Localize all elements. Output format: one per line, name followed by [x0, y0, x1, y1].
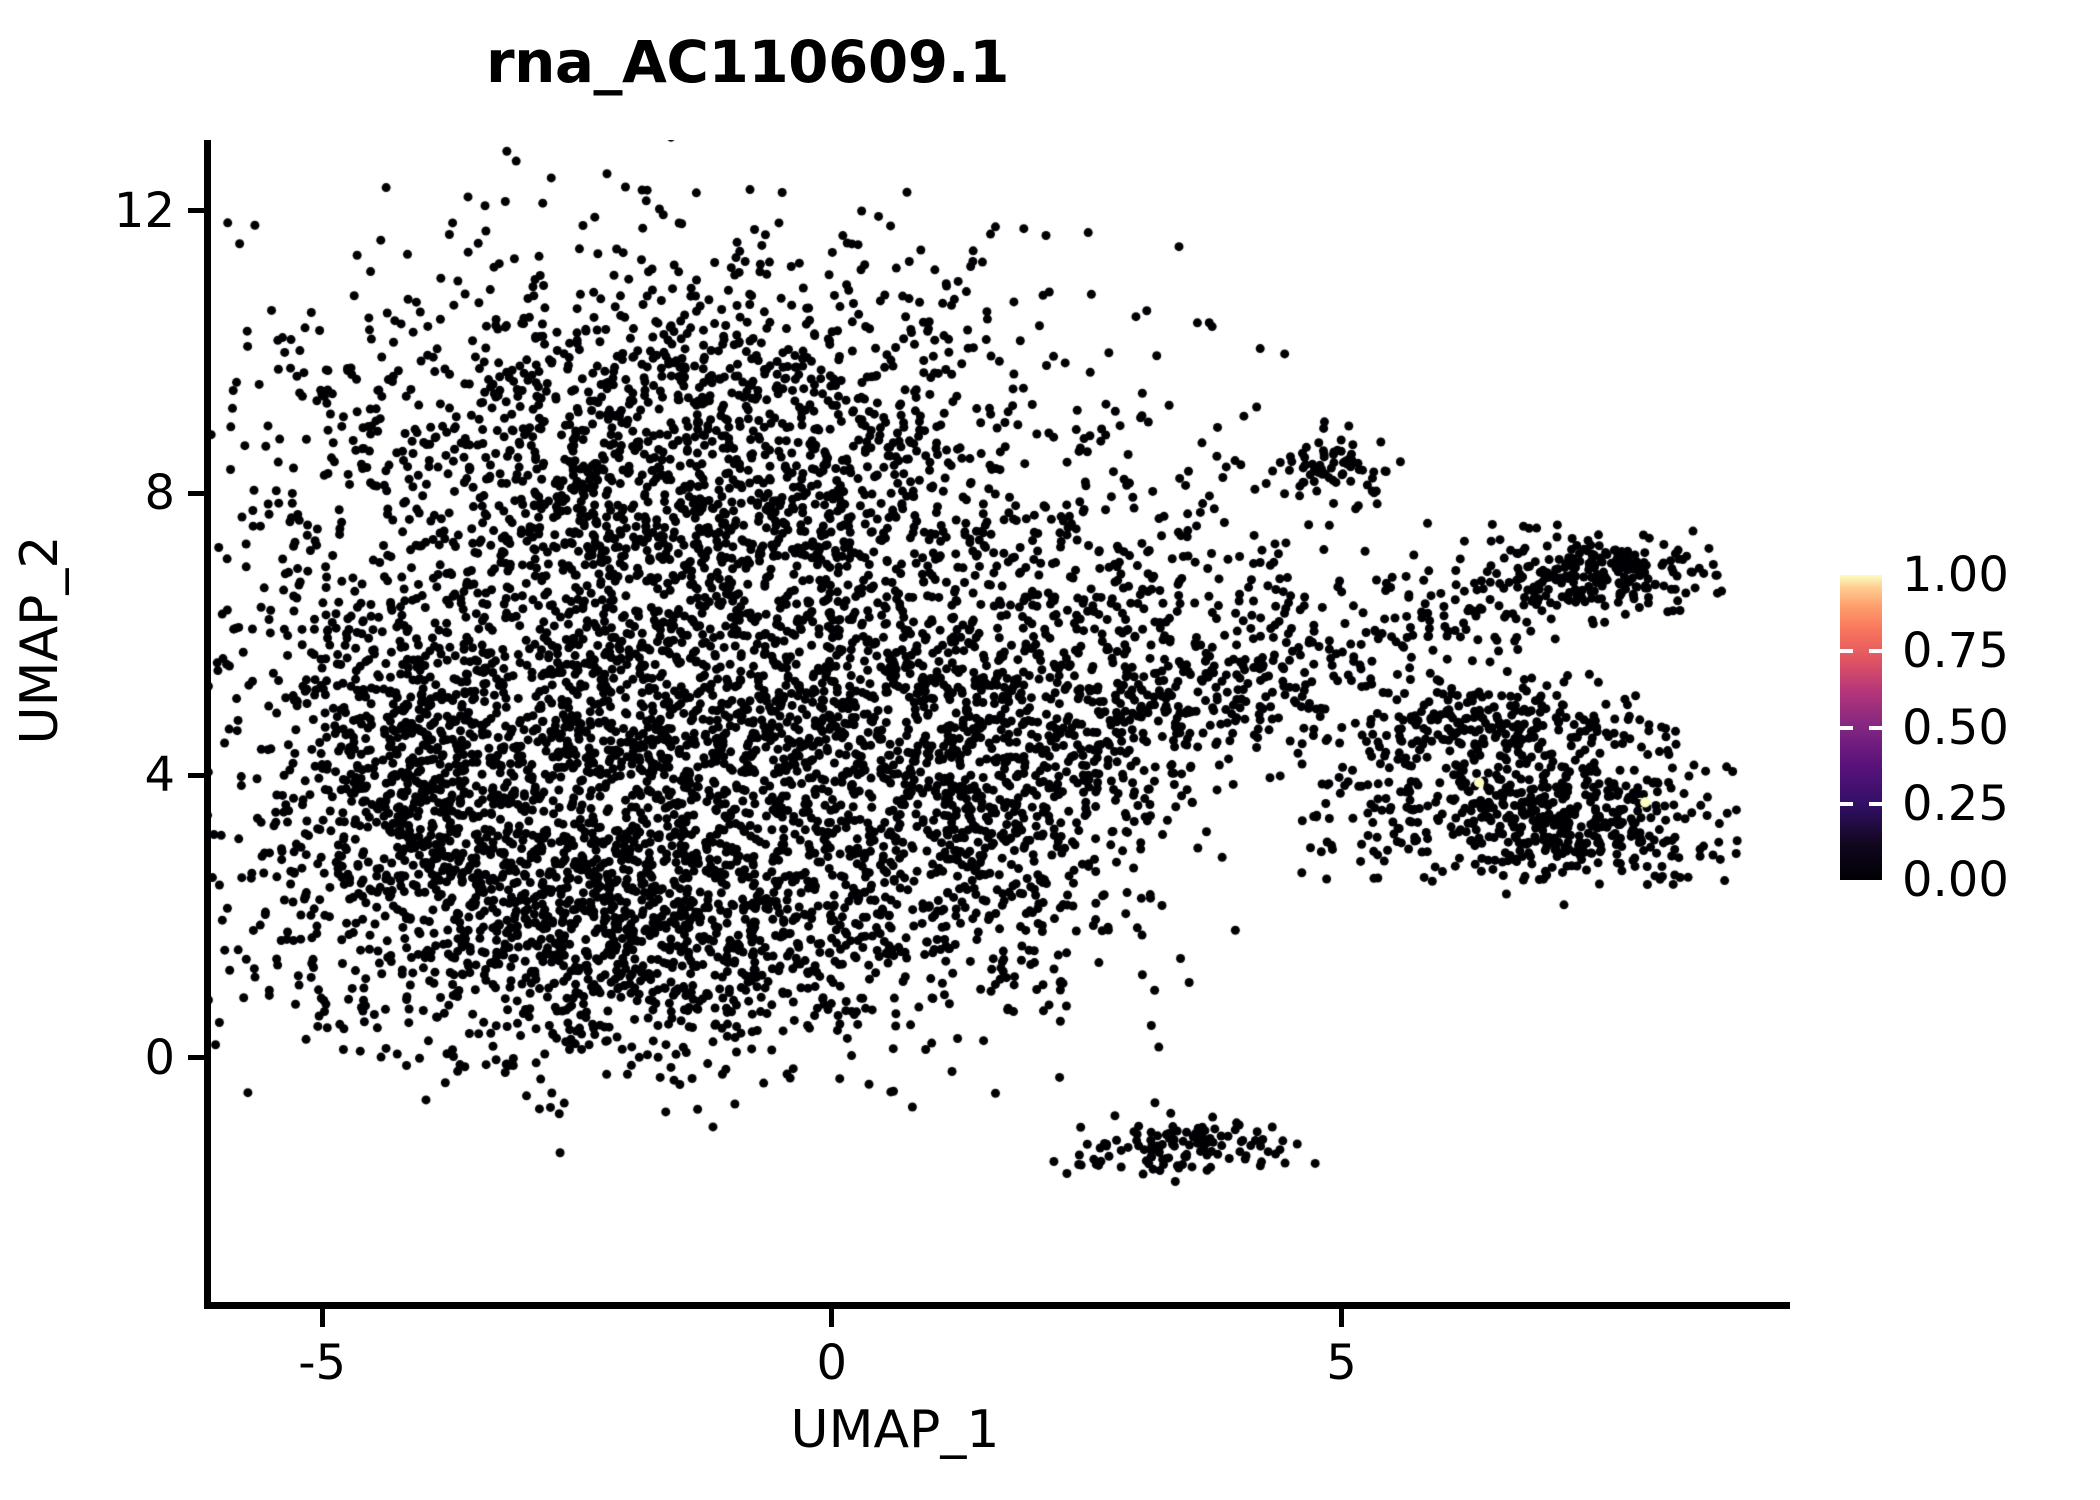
y-tick-mark	[188, 1055, 206, 1061]
colorbar-tick-label: 0.25	[1902, 775, 2009, 832]
x-axis-label: UMAP_1	[0, 1400, 2000, 1460]
plot-axes-area	[210, 140, 1790, 1305]
colorbar-tick-label: 0.00	[1902, 852, 2009, 908]
x-tick-label: -5	[298, 1335, 347, 1391]
scatter-plot-canvas	[210, 140, 1790, 1305]
colorbar-tick-label: 0.75	[1902, 623, 2009, 680]
colorbar: 1.00 0.75 0.50 0.25 0.00	[1840, 547, 2080, 908]
colorbar-tick-mark	[1840, 801, 1882, 806]
y-tick-mark	[188, 208, 206, 214]
x-tick-mark	[319, 1309, 325, 1327]
y-tick-label: 12	[113, 182, 175, 239]
x-tick-label: 0	[816, 1335, 848, 1391]
x-axis-label-text: UMAP_1	[790, 1400, 1000, 1460]
y-tick-mark	[188, 772, 206, 778]
x-tick-label: 5	[1326, 1335, 1357, 1391]
y-tick-mark	[188, 490, 206, 496]
y-axis-label: UMAP_2	[10, 535, 70, 745]
y-tick-label: 0	[144, 1029, 175, 1086]
colorbar-tick-label: 1.00	[1902, 547, 2009, 603]
x-axis-spine	[204, 1302, 1790, 1309]
plot-title: rna_AC110609.1	[485, 28, 1010, 96]
x-tick-mark	[1338, 1309, 1344, 1327]
colorbar-tick-label: 0.50	[1902, 699, 2009, 756]
y-tick-label: 8	[144, 465, 175, 522]
x-tick-mark	[829, 1309, 835, 1327]
colorbar-tick-mark	[1840, 649, 1882, 654]
y-axis-spine	[204, 140, 211, 1309]
colorbar-tick-mark	[1840, 725, 1882, 730]
y-tick-label: 4	[144, 747, 175, 804]
